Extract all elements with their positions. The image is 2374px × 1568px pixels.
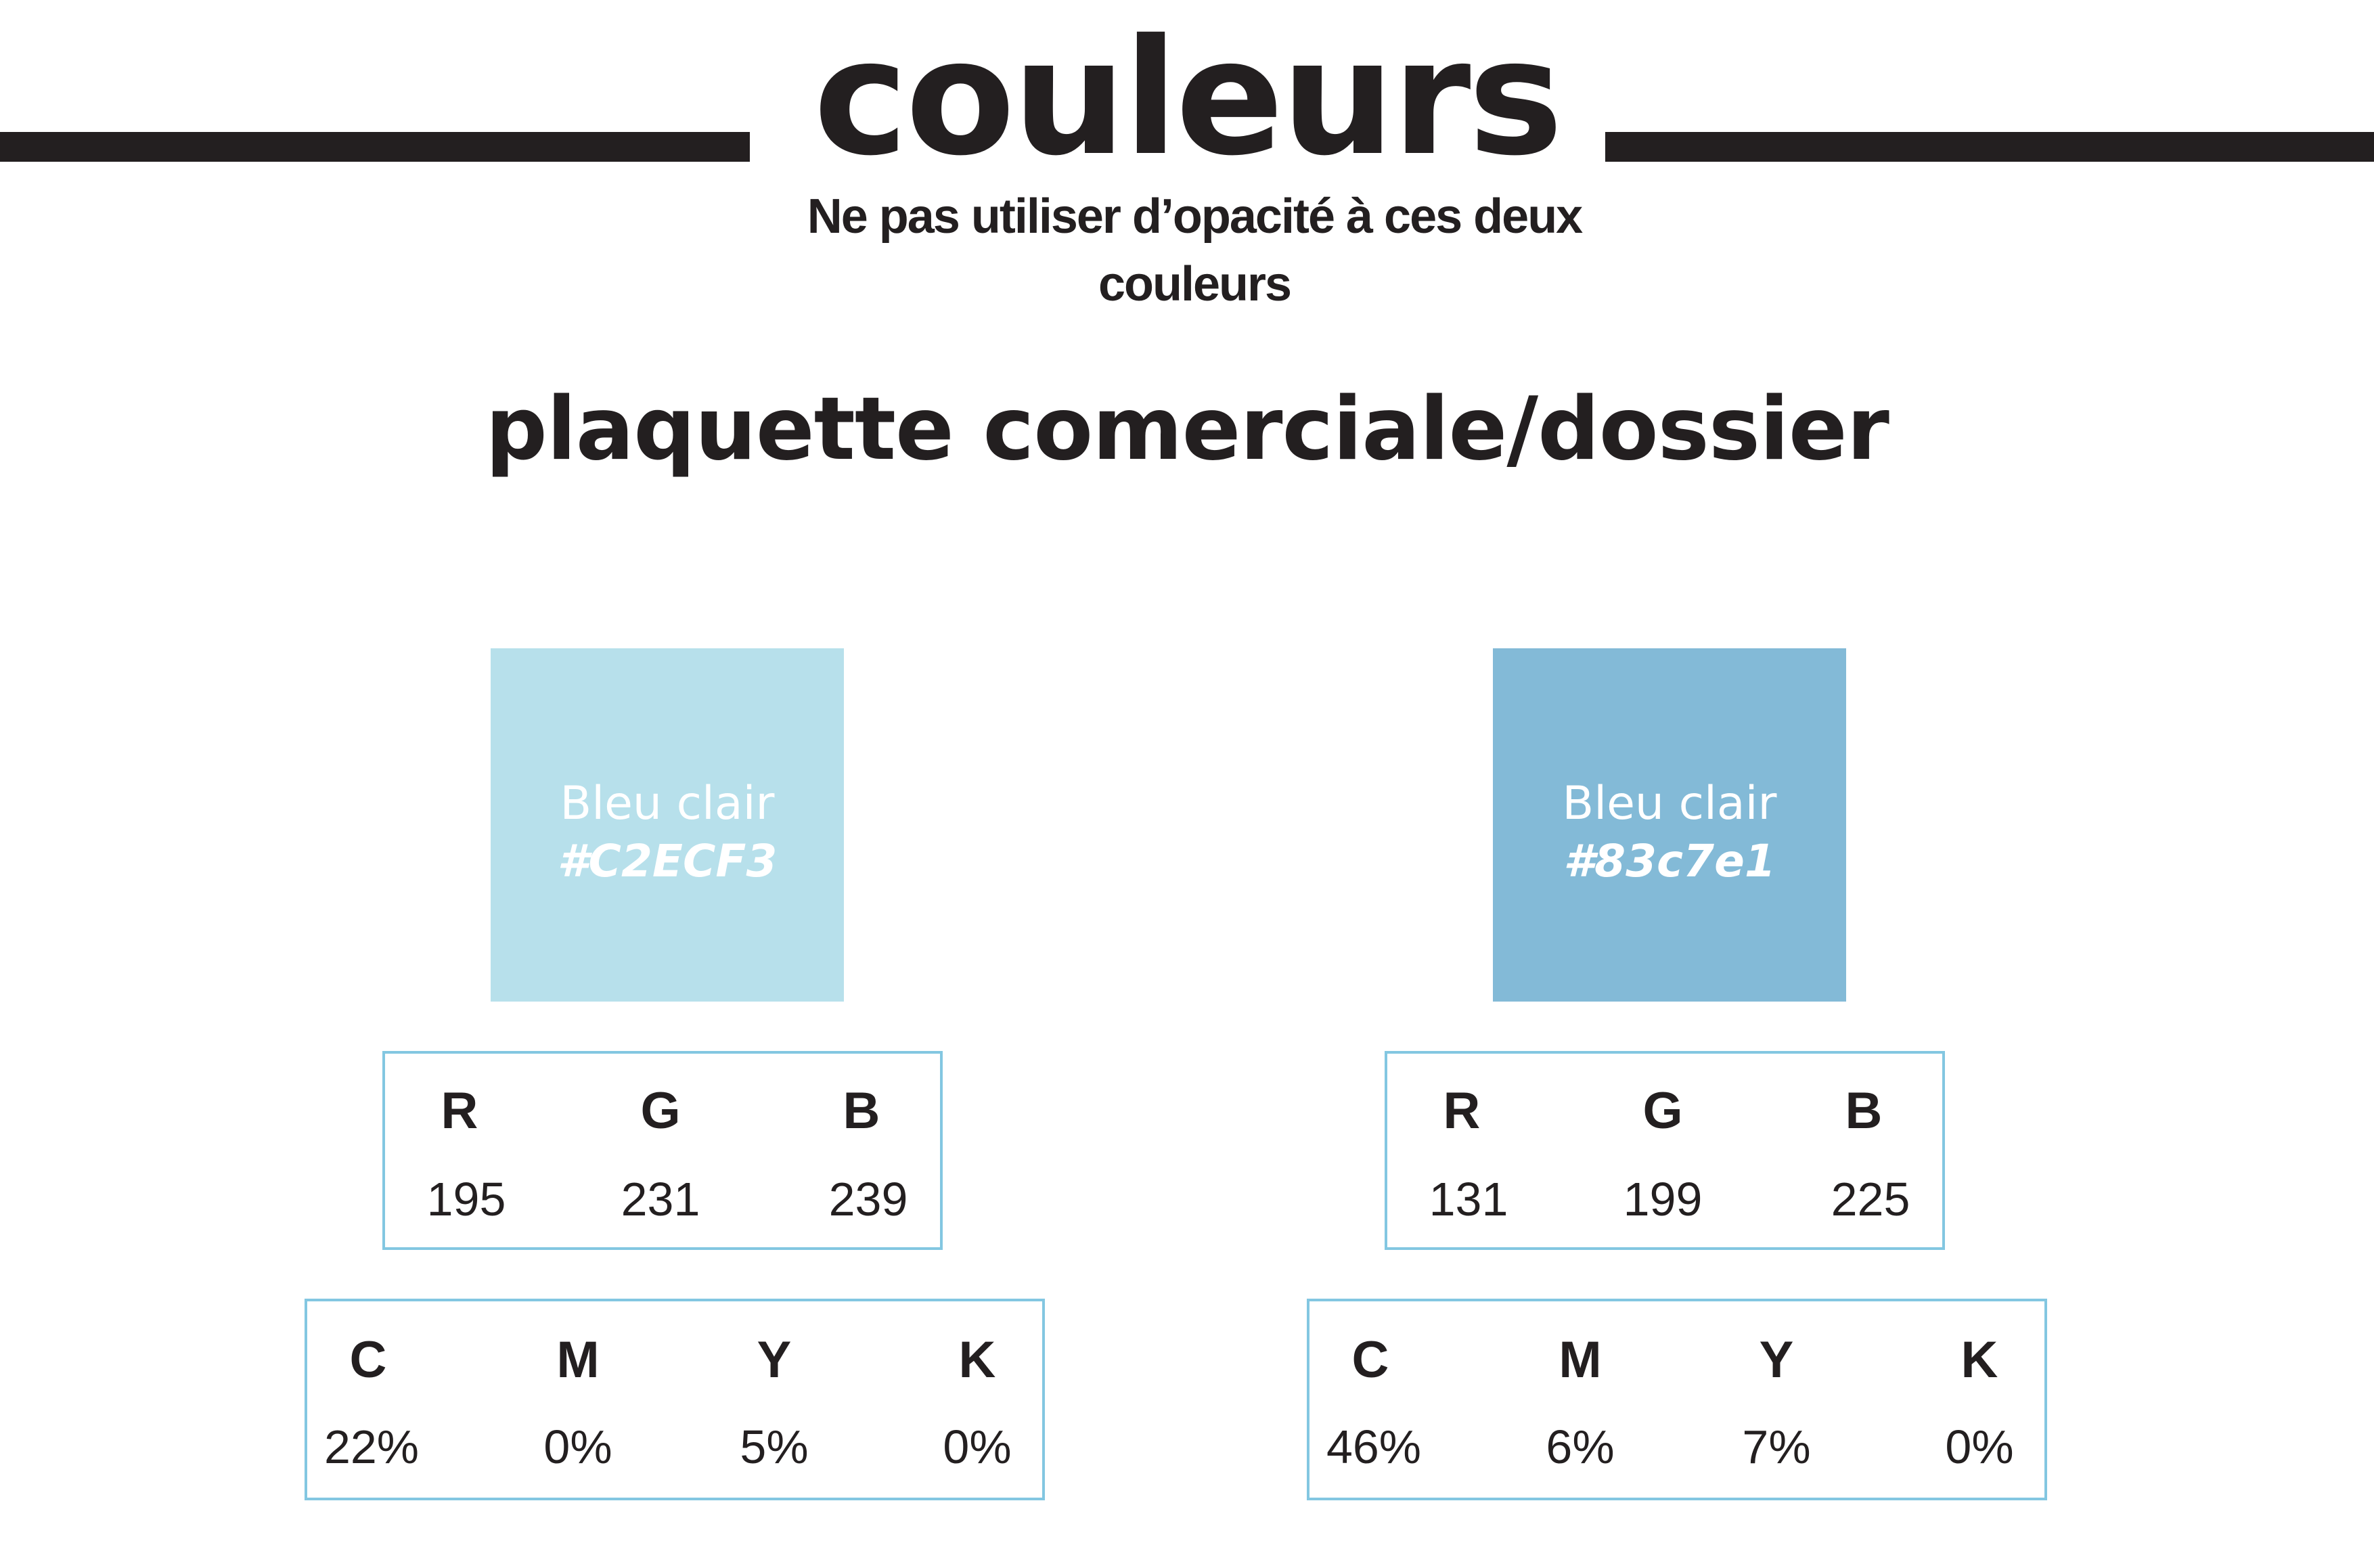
cmyk-value-c: 46% bbox=[1326, 1420, 1422, 1473]
rgb-header-b: B bbox=[843, 1082, 880, 1140]
cmyk-header-y: Y bbox=[1759, 1331, 1794, 1389]
cmyk-value-m: 0% bbox=[543, 1420, 612, 1473]
swatch-name: Bleu clair bbox=[560, 777, 775, 830]
rgb-value-g: 231 bbox=[621, 1173, 700, 1226]
cmyk-table-medium-blue: C M Y K 46% 6% 7% 0% bbox=[1307, 1299, 2047, 1500]
cmyk-header-y: Y bbox=[757, 1331, 792, 1389]
page-title: couleurs bbox=[813, 5, 1563, 191]
section-heading: plaquette comerciale/dossier bbox=[485, 379, 1889, 480]
subtitle-line-1: Ne pas utiliser d’opacité à ces deux bbox=[807, 189, 1583, 244]
rgb-table-light-blue: R G B 195 231 239 bbox=[382, 1051, 943, 1250]
subtitle: Ne pas utiliser d’opacité à ces deux cou… bbox=[744, 183, 1644, 318]
rgb-header-g: G bbox=[640, 1082, 681, 1140]
rgb-value-b: 239 bbox=[828, 1173, 908, 1226]
rgb-value-g: 199 bbox=[1623, 1173, 1703, 1226]
swatch-name: Bleu clair bbox=[1562, 777, 1777, 830]
rgb-header-r: R bbox=[441, 1082, 478, 1140]
cmyk-value-y: 7% bbox=[1742, 1420, 1811, 1473]
rgb-table-medium-blue: R G B 131 199 225 bbox=[1385, 1051, 1945, 1250]
rgb-header-g: G bbox=[1642, 1082, 1683, 1140]
cmyk-value-y: 5% bbox=[740, 1420, 809, 1473]
rgb-value-r: 195 bbox=[426, 1173, 506, 1226]
cmyk-header-m: M bbox=[556, 1331, 600, 1389]
swatch-hex: #C2ECF3 bbox=[557, 835, 778, 887]
rgb-value-r: 131 bbox=[1429, 1173, 1508, 1226]
cmyk-header-c: C bbox=[1351, 1331, 1389, 1389]
cmyk-header-k: K bbox=[1961, 1331, 1998, 1389]
header-rule-left bbox=[0, 132, 750, 162]
cmyk-value-m: 6% bbox=[1546, 1420, 1615, 1473]
header-rule-right bbox=[1605, 132, 2374, 162]
cmyk-header-c: C bbox=[349, 1331, 387, 1389]
cmyk-value-k: 0% bbox=[1945, 1420, 2014, 1473]
cmyk-value-k: 0% bbox=[943, 1420, 1012, 1473]
color-swatch-light-blue: Bleu clair #C2ECF3 bbox=[491, 648, 844, 1002]
rgb-header-b: B bbox=[1845, 1082, 1883, 1140]
rgb-header-r: R bbox=[1443, 1082, 1481, 1140]
cmyk-header-k: K bbox=[958, 1331, 996, 1389]
color-swatch-medium-blue: Bleu clair #83c7e1 bbox=[1493, 648, 1846, 1002]
subtitle-line-2: couleurs bbox=[1098, 257, 1292, 311]
cmyk-header-m: M bbox=[1559, 1331, 1602, 1389]
cmyk-value-c: 22% bbox=[323, 1420, 420, 1473]
cmyk-table-light-blue: C M Y K 22% 0% 5% 0% bbox=[305, 1299, 1045, 1500]
rgb-value-b: 225 bbox=[1831, 1173, 1910, 1226]
swatch-hex: #83c7e1 bbox=[1563, 835, 1776, 887]
